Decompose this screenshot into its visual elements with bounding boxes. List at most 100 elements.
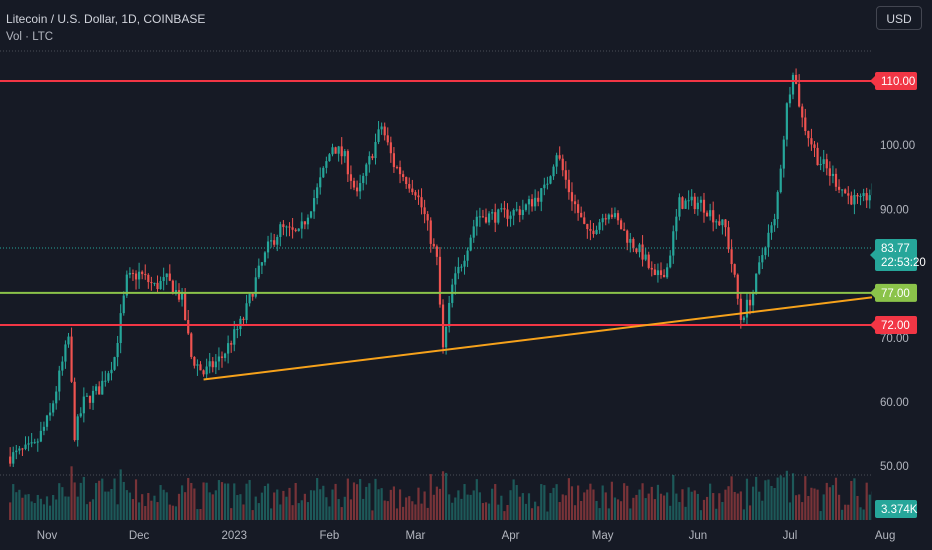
- candle: [733, 264, 736, 275]
- volume-bar: [48, 505, 52, 520]
- volume-bar: [819, 511, 822, 520]
- volume-bar: [168, 504, 171, 520]
- candle: [558, 155, 561, 159]
- candle: [125, 274, 128, 296]
- level-price-label-text: 77.00: [881, 288, 910, 300]
- volume-bar: [785, 470, 788, 520]
- volume-bar: [727, 486, 730, 520]
- last-price-label: 83.77 22:53:20: [870, 239, 926, 271]
- volume-bar: [577, 485, 580, 520]
- volume-bar: [273, 492, 276, 520]
- volume-bar: [82, 476, 85, 520]
- volume-bar: [755, 476, 758, 520]
- candle: [859, 196, 862, 198]
- volume-bar: [52, 494, 55, 520]
- volume-bar: [297, 503, 300, 520]
- volume-bar: [693, 490, 696, 520]
- candle: [211, 361, 214, 368]
- candle: [254, 277, 257, 297]
- price-tick-label: 100.00: [880, 140, 915, 152]
- candle: [696, 202, 699, 210]
- volume-bar: [537, 506, 540, 520]
- volume-bar: [472, 490, 475, 520]
- volume-bar: [779, 475, 782, 520]
- candle: [398, 167, 402, 175]
- candle: [853, 194, 856, 205]
- volume-bar: [690, 491, 693, 520]
- candle: [463, 260, 466, 267]
- candle: [549, 176, 552, 184]
- volume-bar: [171, 505, 174, 520]
- volume-bars: [9, 466, 914, 520]
- volume-indicator-label[interactable]: Vol · LTC: [6, 31, 54, 43]
- volume-bar: [153, 495, 156, 520]
- candle: [217, 356, 221, 362]
- volume-bar: [270, 508, 273, 520]
- volume-bar: [88, 501, 92, 520]
- candle: [438, 256, 442, 305]
- candle: [561, 158, 564, 171]
- candle: [150, 282, 153, 284]
- volume-bar: [260, 492, 263, 520]
- candle: [346, 151, 349, 175]
- candle: [260, 262, 263, 266]
- currency-button[interactable]: USD: [876, 6, 922, 30]
- candle: [573, 201, 577, 205]
- time-tick-label: 2023: [221, 530, 247, 542]
- volume-bar: [678, 502, 681, 520]
- candle: [48, 412, 52, 416]
- candle: [190, 333, 193, 357]
- volume-bar: [39, 498, 42, 520]
- volume-bar: [337, 499, 340, 520]
- volume-bar: [134, 479, 138, 520]
- candle: [319, 177, 322, 188]
- candle: [251, 293, 254, 297]
- candle: [220, 356, 224, 358]
- volume-bar: [285, 496, 288, 520]
- candle: [613, 213, 617, 218]
- volume-bar: [629, 508, 632, 520]
- volume-bar: [567, 478, 570, 520]
- volume-bar: [736, 493, 739, 520]
- candle: [39, 430, 42, 442]
- volume-bar: [113, 478, 116, 520]
- volume-bar: [383, 500, 386, 520]
- volume-bar: [95, 483, 98, 520]
- candle: [748, 299, 752, 306]
- volume-bar: [669, 505, 672, 520]
- volume-bar: [392, 486, 396, 520]
- volume-bar: [205, 482, 208, 520]
- candle: [30, 442, 33, 444]
- candle: [405, 177, 408, 185]
- volume-bar: [641, 483, 644, 520]
- volume-bar: [844, 504, 847, 520]
- candle: [184, 292, 187, 320]
- volume-bar: [9, 502, 12, 520]
- volume-bar: [374, 478, 377, 520]
- candle: [788, 94, 792, 104]
- volume-bar: [748, 505, 752, 520]
- candle: [448, 302, 451, 327]
- candle: [647, 254, 650, 268]
- candle: [650, 267, 653, 270]
- candle: [509, 215, 512, 219]
- volume-bar: [699, 510, 703, 520]
- volume-bar: [610, 481, 613, 520]
- candle: [469, 237, 472, 251]
- volume-bar: [303, 493, 306, 520]
- volume-bar: [316, 478, 319, 520]
- candle: [868, 195, 871, 201]
- candle: [506, 209, 509, 219]
- volume-bar: [309, 490, 313, 520]
- level-price-label-bg: [875, 315, 917, 334]
- volume-bar: [432, 494, 435, 520]
- volume-bar: [276, 489, 279, 520]
- candle: [380, 126, 383, 130]
- candle: [153, 282, 156, 284]
- trendline[interactable]: [203, 290, 920, 381]
- candle: [484, 217, 488, 223]
- time-scale[interactable]: [0, 520, 932, 550]
- volume-bar: [402, 506, 405, 520]
- volume-bar: [534, 501, 537, 520]
